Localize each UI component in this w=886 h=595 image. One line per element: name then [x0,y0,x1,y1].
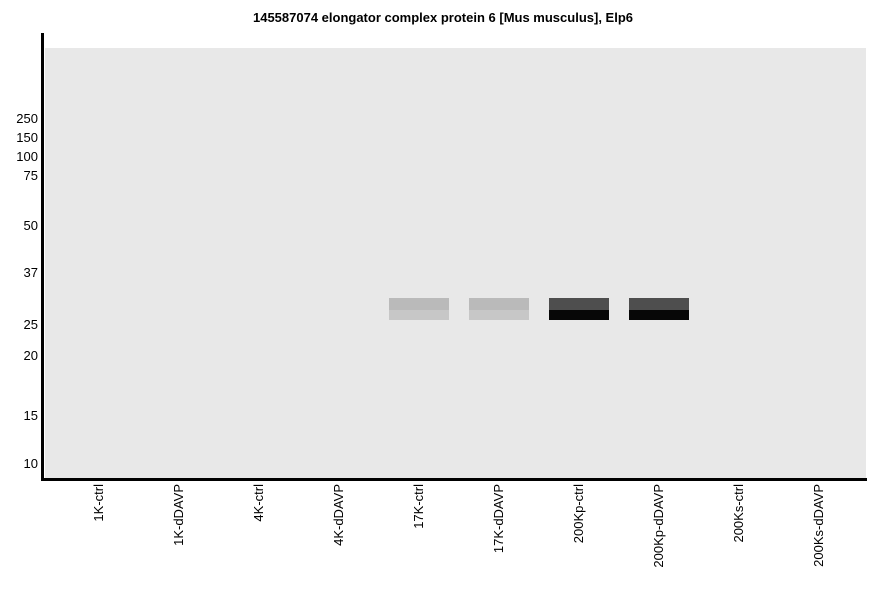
band-lower-segment [469,310,529,320]
y-axis-line [41,33,44,481]
lane-label: 17K-dDAVP [491,484,506,554]
mw-tick-label: 25 [23,317,38,332]
band-upper-segment [629,298,689,310]
band-upper-segment [549,298,609,310]
lane-label: 200Kp-ctrl [571,484,586,544]
mw-tick-label: 100 [16,149,38,164]
mw-tick-label: 250 [16,111,38,126]
band-lower-segment [549,310,609,320]
mw-tick-label: 50 [23,218,38,233]
lane-label: 4K-ctrl [251,484,266,522]
band-lower-segment [389,310,449,320]
lane-label: 200Ks-ctrl [731,484,746,543]
protein-band [469,298,529,320]
figure-title: 145587074 elongator complex protein 6 [M… [252,10,633,25]
lane-label: 1K-ctrl [91,484,106,522]
protein-band [549,298,609,320]
band-lower-segment [629,310,689,320]
band-upper-segment [389,298,449,310]
lane-label: 17K-ctrl [411,484,426,529]
lane-label: 200Ks-dDAVP [811,484,826,567]
protein-band [389,298,449,320]
gel-area [45,48,866,478]
mw-tick-label: 15 [23,408,38,423]
lane-label: 1K-dDAVP [171,484,186,546]
x-axis-line [41,478,867,481]
lane-label: 200Kp-dDAVP [651,484,666,568]
mw-tick-label: 150 [16,130,38,145]
lane-label: 4K-dDAVP [331,484,346,546]
mw-tick-label: 10 [23,456,38,471]
mw-tick-label: 37 [23,265,38,280]
mw-tick-label: 20 [23,348,38,363]
mw-tick-label: 75 [23,168,38,183]
protein-band [629,298,689,320]
band-upper-segment [469,298,529,310]
